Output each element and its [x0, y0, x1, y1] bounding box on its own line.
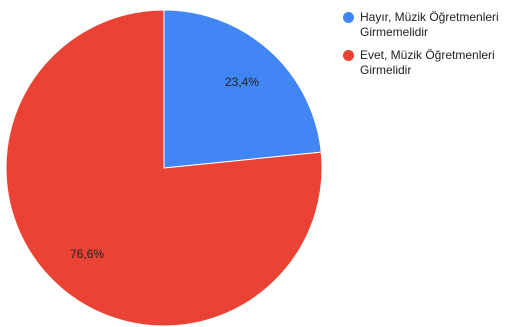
pie-slices — [5, 9, 323, 327]
legend-swatch-red — [343, 50, 354, 61]
pie-slice-1[interactable] — [5, 9, 323, 327]
legend-label-hayir: Hayır, Müzik Öğretmenleri Girmemelidir — [360, 10, 499, 39]
pie-slice-label-1: 76,6% — [70, 247, 104, 261]
legend-item-evet[interactable]: Evet, Müzik Öğretmenleri Girmelidir — [342, 48, 529, 78]
chart-legend: Hayır, Müzik Öğretmenleri Girmemelidir Ev… — [342, 10, 529, 86]
pie-slice-labels: 23,4% 76,6% — [70, 75, 259, 261]
legend-swatch-blue — [343, 12, 354, 23]
legend-label-evet: Evet, Müzik Öğretmenleri Girmelidir — [360, 48, 495, 77]
legend-item-hayir[interactable]: Hayır, Müzik Öğretmenleri Girmemelidir — [342, 10, 529, 40]
pie-slice-label-0: 23,4% — [225, 75, 259, 89]
pie-slice-0[interactable] — [163, 9, 322, 169]
